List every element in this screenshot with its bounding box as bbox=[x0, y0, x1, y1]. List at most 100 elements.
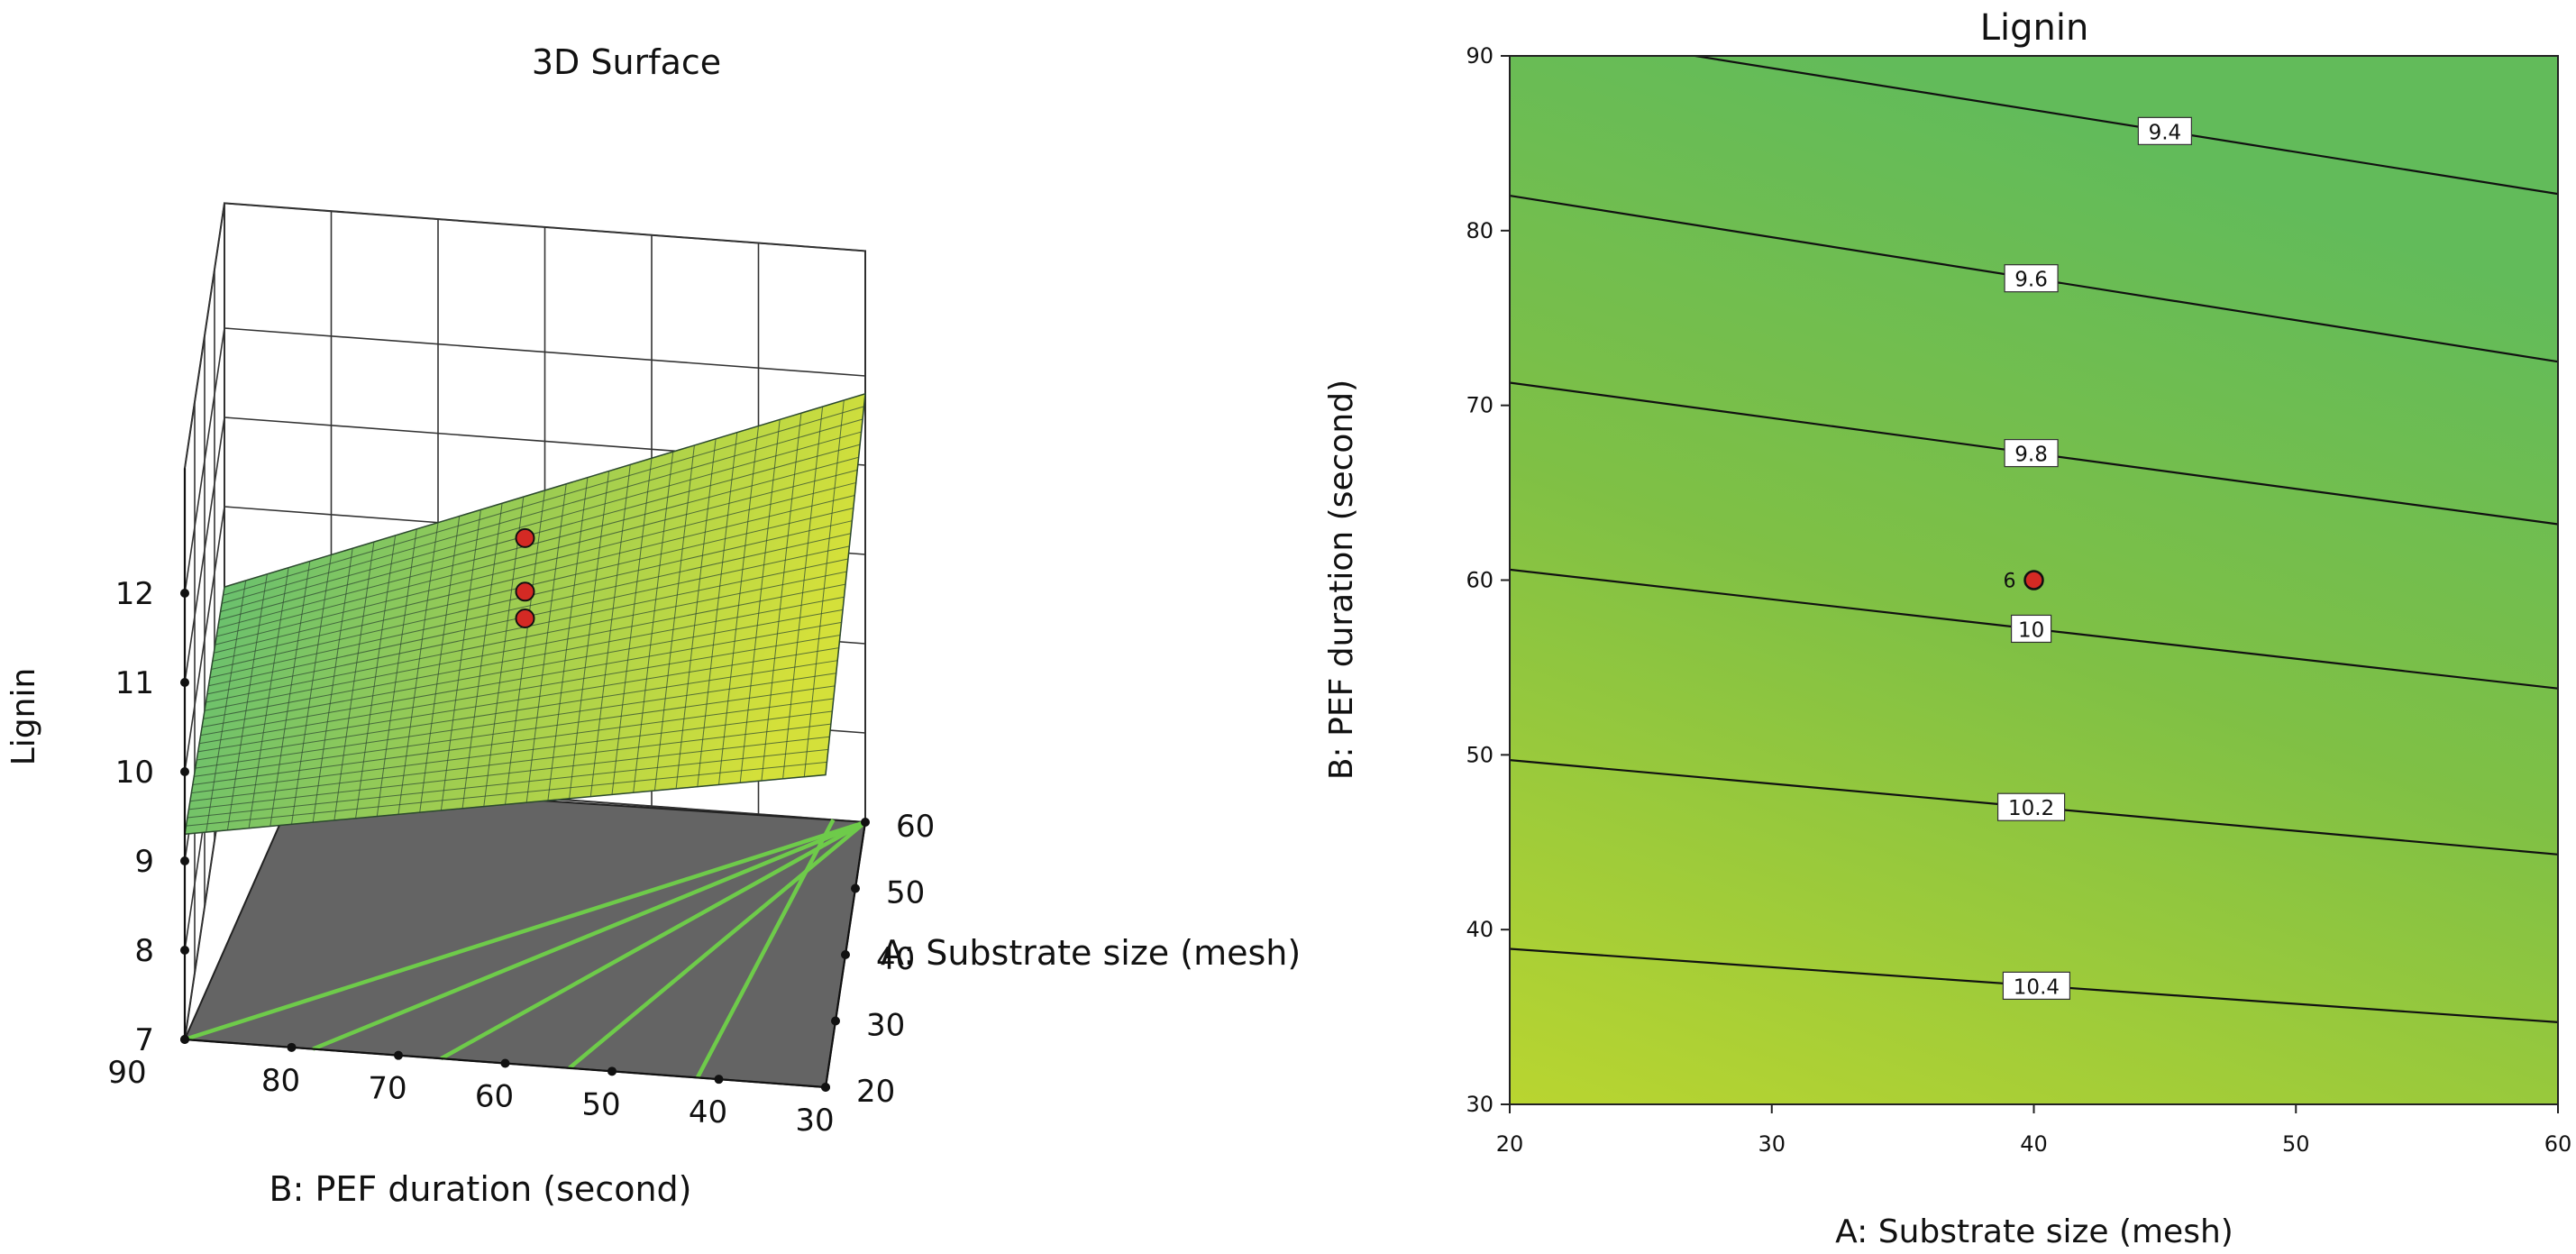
design-point-count: 6 bbox=[2004, 571, 2016, 593]
design-point bbox=[515, 527, 535, 548]
contour-label: 10 bbox=[2018, 618, 2044, 642]
mesh-line bbox=[219, 444, 861, 621]
z-tick bbox=[180, 767, 189, 776]
contour-title: Lignin bbox=[1980, 7, 2089, 49]
contour-line-9.4 bbox=[1688, 56, 2558, 196]
surface-xlabel: A: Substrate size (mesh) bbox=[881, 933, 1301, 973]
contour-label-box bbox=[2004, 264, 2059, 293]
z-tick-label: 7 bbox=[134, 1022, 154, 1058]
contour-ylabel: B: PEF duration (second) bbox=[1323, 380, 1360, 780]
floor-contour bbox=[312, 819, 866, 1051]
z-tick-label: 8 bbox=[134, 933, 154, 969]
mesh-line bbox=[269, 561, 311, 827]
surface-design-points bbox=[515, 527, 535, 628]
substrate-tick bbox=[821, 1083, 830, 1092]
contour-label-box bbox=[1996, 792, 2066, 821]
x-tick-label: 60 bbox=[2544, 1131, 2572, 1157]
mesh-line bbox=[220, 431, 862, 613]
pef-tick bbox=[394, 1050, 403, 1060]
mesh-line bbox=[221, 418, 863, 604]
wall-grid-line bbox=[184, 327, 225, 594]
z-tick bbox=[180, 856, 189, 865]
substrate-tick-label: 20 bbox=[856, 1074, 895, 1110]
pef-tick bbox=[180, 1035, 189, 1044]
substrate-tick bbox=[841, 950, 850, 959]
z-tick-label: 9 bbox=[134, 844, 154, 880]
y-tick-label: 40 bbox=[1466, 917, 1494, 942]
y-tick-label: 90 bbox=[1466, 43, 1494, 69]
contour-label: 10.4 bbox=[2014, 975, 2060, 999]
mesh-line bbox=[248, 567, 289, 828]
mesh-line bbox=[184, 587, 225, 835]
pef-tick-label: 70 bbox=[368, 1071, 406, 1107]
pef-tick-label: 40 bbox=[689, 1094, 727, 1130]
floor-contour bbox=[695, 819, 836, 1079]
substrate-tick bbox=[861, 818, 870, 827]
design-point bbox=[515, 609, 535, 628]
pef-tick-label: 80 bbox=[261, 1063, 300, 1099]
pef-tick-label: 60 bbox=[475, 1079, 514, 1115]
wall-grid-line bbox=[184, 203, 225, 469]
pef-tick-label: 90 bbox=[107, 1055, 146, 1091]
y-tick-label: 60 bbox=[1466, 568, 1494, 593]
z-tick-label: 11 bbox=[115, 665, 154, 701]
wall-grid-line bbox=[184, 416, 225, 683]
wall-grid-line bbox=[224, 202, 866, 252]
surface-zlabel: Lignin bbox=[5, 668, 42, 766]
wall-grid-line bbox=[224, 327, 866, 377]
substrate-tick-label: 60 bbox=[896, 809, 935, 845]
z-tick bbox=[180, 589, 189, 598]
surface-axes: 7 8 9 10 11 12 30 40 50 60 70 80 90 20 30 40 50 60 bbox=[107, 468, 935, 1139]
pef-tick bbox=[287, 1042, 297, 1052]
floor-plane bbox=[183, 783, 867, 1089]
substrate-tick-label: 40 bbox=[876, 941, 915, 977]
contour-lines: 9.4 9.6 9.8 10 10.2 10.4 bbox=[1510, 56, 2558, 1023]
pef-tick-label: 50 bbox=[581, 1086, 620, 1122]
y-tick-label: 70 bbox=[1466, 393, 1494, 418]
y-tick-label: 80 bbox=[1466, 218, 1494, 243]
mesh-line bbox=[224, 393, 866, 588]
contour-label: 9.8 bbox=[2014, 444, 2048, 467]
substrate-tick-label: 30 bbox=[866, 1008, 905, 1044]
surface-ylabel: B: PEF duration (second) bbox=[269, 1169, 692, 1209]
pef-tick bbox=[714, 1075, 724, 1085]
floor-contour bbox=[184, 819, 866, 1042]
surface-chart: 3D Surface 7 8 9 10 11 12 30 40 50 60 70 80 90 20 30 40… bbox=[5, 42, 1301, 1209]
substrate-tick-label: 50 bbox=[886, 875, 925, 911]
mesh-line bbox=[223, 406, 864, 596]
mesh-line bbox=[291, 554, 332, 825]
surface-floor bbox=[183, 783, 867, 1089]
x-tick-label: 20 bbox=[1496, 1131, 1524, 1157]
contour-design-point: 6 bbox=[2004, 570, 2044, 593]
pef-tick-label: 30 bbox=[795, 1103, 834, 1139]
z-tick-label: 12 bbox=[115, 576, 154, 612]
floor-contour bbox=[568, 820, 867, 1070]
floor-contour bbox=[440, 820, 867, 1061]
pef-tick bbox=[500, 1058, 510, 1068]
contour-label: 9.6 bbox=[2014, 269, 2048, 292]
x-tick-label: 50 bbox=[2282, 1131, 2310, 1157]
pef-tick bbox=[607, 1066, 617, 1076]
design-point-marker bbox=[2023, 570, 2044, 590]
z-tick bbox=[180, 678, 189, 687]
contour-label: 10.2 bbox=[2008, 797, 2054, 820]
contour-label-box bbox=[2004, 438, 2059, 468]
contour-label-box bbox=[2002, 971, 2071, 1000]
contour-label-box bbox=[2137, 116, 2192, 145]
z-tick bbox=[180, 946, 189, 955]
floor-contour-lines bbox=[184, 819, 867, 1079]
y-tick-label: 30 bbox=[1466, 1092, 1494, 1117]
x-tick-label: 40 bbox=[2020, 1131, 2048, 1157]
contour-label-box bbox=[2010, 614, 2052, 644]
design-point bbox=[515, 581, 535, 602]
surface-title: 3D Surface bbox=[532, 42, 721, 82]
z-tick-label: 10 bbox=[115, 755, 154, 791]
substrate-tick bbox=[831, 1016, 840, 1026]
contour-label: 9.4 bbox=[2149, 121, 2182, 144]
x-tick-label: 30 bbox=[1758, 1131, 1786, 1157]
wall-grid-line bbox=[184, 506, 225, 773]
mesh-line bbox=[206, 580, 247, 833]
